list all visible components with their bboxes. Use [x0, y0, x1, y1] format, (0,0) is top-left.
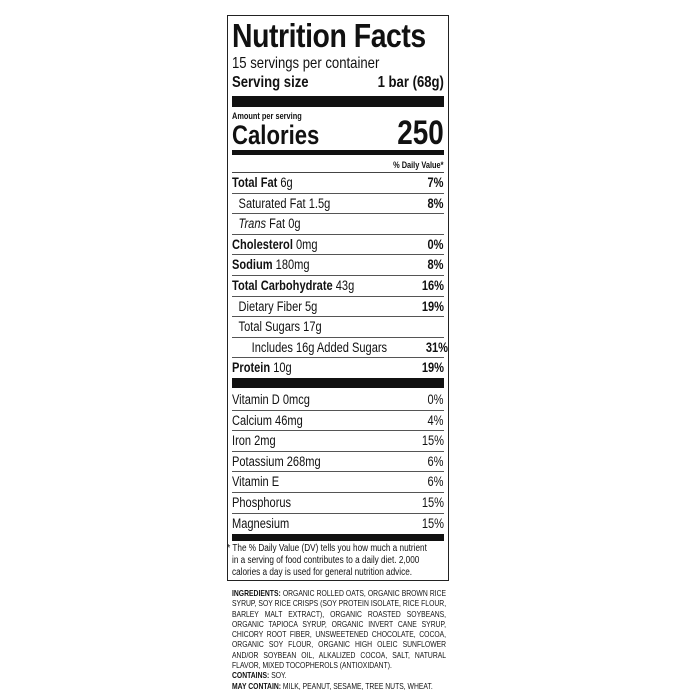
daily-value: 19%: [421, 298, 444, 314]
ingredients: Ingredients: Organic rolled oats, organi…: [232, 588, 447, 671]
vitamin-row: Phosphorus 15%: [232, 493, 444, 514]
nutrient-name: Cholesterol 0mg: [232, 236, 318, 252]
nutrition-facts-label: Nutrition Facts 15 servings per containe…: [227, 15, 449, 581]
vitamin-row: Vitamin D 0mcg 0%: [232, 390, 444, 411]
nutrient-name: Saturated Fat 1.5g: [238, 195, 331, 211]
vitamin-name: Iron 2mg: [232, 433, 276, 449]
daily-value: 19%: [421, 360, 444, 376]
nutrient-name: Dietary Fiber 5g: [238, 298, 318, 314]
daily-value: 15%: [421, 494, 444, 510]
daily-value-header: % Daily Value*: [232, 158, 444, 173]
amount-per-serving: Amount per serving: [232, 111, 302, 121]
divider-medium: [232, 534, 444, 542]
vitamin-row: Iron 2mg 15%: [232, 431, 444, 452]
daily-value: 0%: [427, 391, 444, 407]
servings-per-container: 15 servings per container: [232, 55, 380, 72]
ingredients-block: Ingredients: Organic rolled oats, organi…: [232, 588, 446, 691]
nutrient-row: Saturated Fat 1.5g 8%: [232, 194, 444, 215]
nutrient-row: Total Sugars 17g: [232, 317, 444, 338]
vitamin-list: Vitamin D 0mcg 0% Calcium 46mg 4% Iron 2mg 15…: [232, 390, 444, 533]
vitamin-row: Magnesium 15%: [232, 514, 444, 534]
divider-medium: [232, 150, 444, 155]
nutrient-name: Total Sugars 17g: [238, 319, 322, 335]
nutrient-row: Cholesterol 0mg 0%: [232, 235, 444, 256]
vitamin-row: Calcium 46mg 4%: [232, 411, 444, 432]
nutrient-row: Dietary Fiber 5g 19%: [232, 297, 444, 318]
daily-value: 8%: [427, 195, 444, 211]
daily-value: 31%: [425, 339, 449, 355]
daily-value: 16%: [421, 277, 444, 293]
contains: Contains: Soy.: [232, 670, 287, 681]
vitamin-name: Potassium 268mg: [232, 453, 321, 469]
calories-row: Calories 250: [232, 114, 444, 152]
nutrient-row: Sodium 180mg 8%: [232, 255, 444, 276]
divider-thick: [232, 96, 444, 107]
nutrient-list: Total Fat 6g 7% Saturated Fat 1.5g 8% Trans …: [232, 173, 448, 378]
nutrient-name: Includes 16g Added Sugars: [251, 339, 388, 355]
serving-size: Serving size 1 bar (68g): [232, 74, 444, 91]
vitamin-row: Vitamin E 6%: [232, 472, 444, 493]
nutrient-row: Protein 10g 19%: [232, 358, 444, 378]
divider-thick: [232, 377, 444, 388]
daily-value: 15%: [421, 433, 444, 449]
vitamin-name: Phosphorus: [232, 494, 292, 510]
daily-value: 8%: [427, 257, 444, 273]
daily-value: 6%: [427, 453, 444, 469]
nutrient-name: Total Carbohydrate 43g: [232, 277, 355, 293]
nutrient-name: Sodium 180mg: [232, 257, 310, 273]
vitamin-name: Magnesium: [232, 515, 290, 531]
daily-value: 4%: [427, 412, 444, 428]
footnote: * The % Daily Value (DV) tells you how m…: [227, 543, 427, 579]
nutrient-row: Total Carbohydrate 43g 16%: [232, 276, 444, 297]
title: Nutrition Facts: [232, 17, 426, 54]
nutrient-row: Includes 16g Added Sugars 31%: [232, 338, 448, 359]
vitamin-name: Vitamin D 0mcg: [232, 391, 310, 407]
vitamin-name: Calcium 46mg: [232, 412, 303, 428]
nutrient-row: Total Fat 6g 7%: [232, 173, 444, 194]
nutrient-row: Trans Fat 0g: [232, 214, 444, 235]
nutrient-name: Total Fat 6g: [232, 175, 293, 190]
vitamin-row: Potassium 268mg 6%: [232, 452, 444, 473]
nutrient-name: Trans Fat 0g: [238, 216, 301, 232]
vitamin-name: Vitamin E: [232, 474, 280, 490]
may-contain: May contain: Milk, peanut, sesame, tree …: [232, 680, 433, 691]
daily-value: 15%: [421, 515, 444, 531]
daily-value: 7%: [427, 175, 444, 190]
daily-value: 6%: [427, 474, 444, 490]
nutrient-name: Protein 10g: [232, 360, 292, 376]
daily-value: 0%: [427, 236, 444, 252]
